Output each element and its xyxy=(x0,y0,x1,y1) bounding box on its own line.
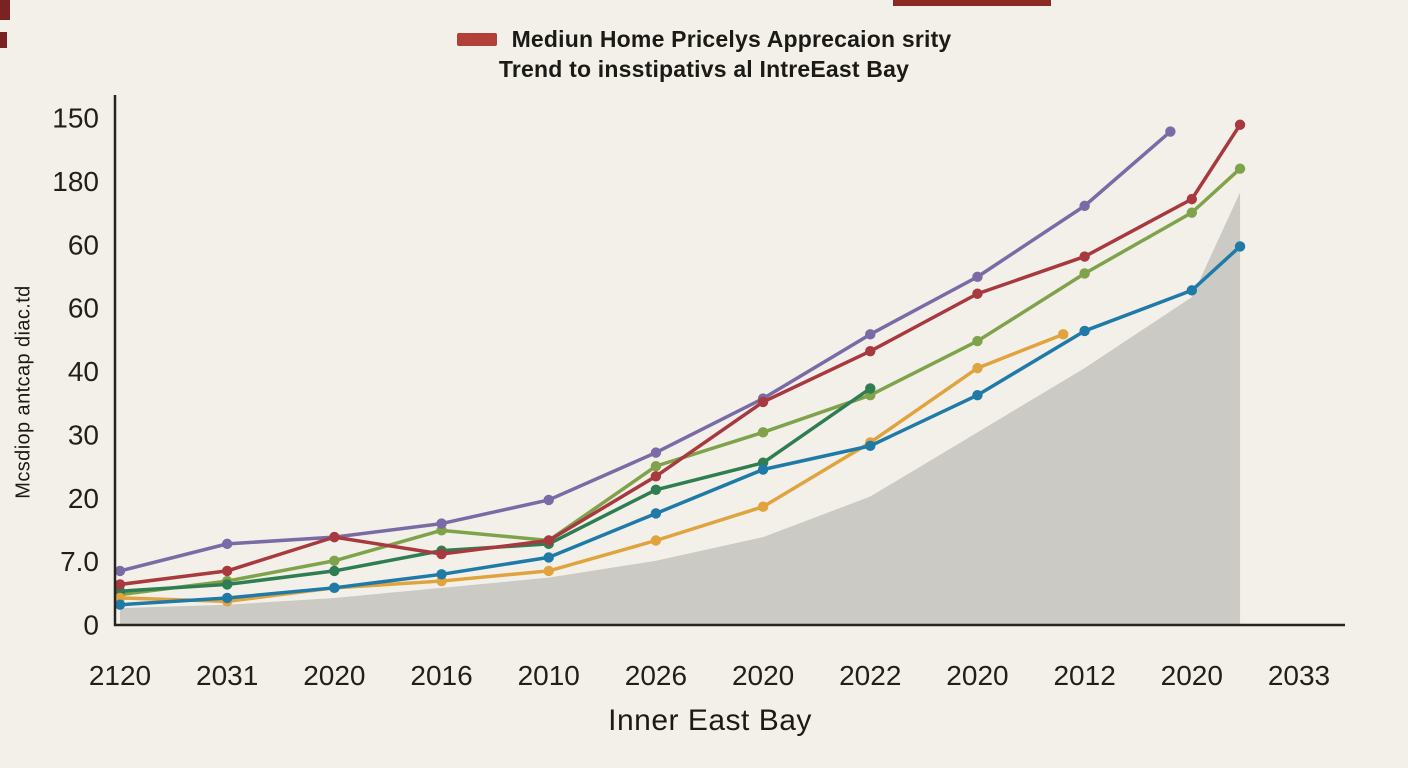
marker-olive-green xyxy=(972,335,983,347)
marker-orange xyxy=(757,501,769,512)
marker-purple xyxy=(972,271,983,283)
marker-orange xyxy=(972,362,983,374)
marker-blue xyxy=(329,582,340,594)
x-tick-label: 2012 xyxy=(1053,660,1115,691)
marker-blue xyxy=(1186,285,1198,296)
y-tick-label: 180 xyxy=(52,166,99,197)
marker-purple xyxy=(436,518,447,529)
x-tick-label: 2031 xyxy=(196,660,258,691)
x-tick-label: 2120 xyxy=(89,660,151,691)
marker-blue xyxy=(221,592,233,604)
marker-red xyxy=(757,396,769,408)
marker-blue xyxy=(436,569,447,580)
marker-red xyxy=(436,548,447,560)
corner-artifact xyxy=(0,32,7,48)
marker-red xyxy=(1186,193,1198,205)
x-tick-label: 2020 xyxy=(1161,660,1223,691)
marker-orange xyxy=(543,565,554,577)
x-tick-label: 2020 xyxy=(303,660,365,691)
edge-artifact xyxy=(893,0,1051,6)
y-tick-label: 60 xyxy=(68,293,99,324)
marker-olive-green xyxy=(757,427,769,438)
marker-blue xyxy=(972,389,983,401)
marker-olive-green xyxy=(1234,163,1246,174)
chart-title-row: Mediun Home Pricelys Apprecaion srity xyxy=(456,26,952,53)
marker-dark-green xyxy=(221,579,233,590)
marker-red xyxy=(329,531,340,543)
marker-blue xyxy=(114,599,126,610)
marker-purple xyxy=(114,565,126,577)
marker-purple xyxy=(221,538,233,550)
x-tick-label: 2020 xyxy=(946,660,1008,691)
x-tick-label: 2033 xyxy=(1268,660,1330,691)
y-tick-label: 30 xyxy=(68,419,99,450)
marker-dark-green xyxy=(865,383,876,394)
marker-olive-green xyxy=(1079,268,1090,279)
marker-dark-green xyxy=(329,565,340,577)
marker-red xyxy=(1079,251,1090,262)
chart-title-line2: Trend to insstipativs al IntreEast Bay xyxy=(498,56,910,82)
corner-artifact xyxy=(0,0,10,20)
marker-red xyxy=(221,565,233,577)
x-axis-title: Inner East Bay xyxy=(608,704,812,737)
marker-purple xyxy=(1079,200,1090,212)
y-tick-label: 20 xyxy=(68,483,99,514)
x-tick-label: 2020 xyxy=(732,660,794,691)
marker-blue xyxy=(1079,325,1090,337)
y-tick-label: 7.0 xyxy=(60,546,99,577)
marker-olive-green xyxy=(650,460,662,472)
marker-olive-green xyxy=(1186,207,1198,218)
marker-purple xyxy=(650,447,662,458)
marker-olive-green xyxy=(329,555,340,566)
marker-red xyxy=(650,471,662,482)
line-olive-green xyxy=(118,166,1242,597)
chart-header: Mediun Home Pricelys Apprecaion srity Tr… xyxy=(0,26,1408,83)
marker-blue xyxy=(543,552,554,563)
marker-blue xyxy=(650,508,662,519)
y-tick-label: 40 xyxy=(68,356,99,387)
y-tick-label: 60 xyxy=(68,229,99,260)
marker-orange xyxy=(650,535,662,546)
area-shaded-area xyxy=(120,192,1241,626)
marker-red xyxy=(972,288,983,299)
marker-blue xyxy=(865,440,876,452)
marker-purple xyxy=(865,329,876,340)
y-axis-title: Mcsdiop antcap diac.td xyxy=(12,285,35,499)
marker-red xyxy=(1234,119,1246,130)
marker-red xyxy=(543,535,554,546)
marker-red xyxy=(865,346,876,357)
x-tick-label: 2016 xyxy=(410,660,472,691)
marker-purple xyxy=(543,494,554,506)
line-red xyxy=(118,123,1242,587)
marker-red xyxy=(114,579,126,590)
marker-orange xyxy=(1058,329,1069,340)
marker-purple xyxy=(1165,126,1176,137)
marker-dark-green xyxy=(650,484,662,495)
x-tick-label: 2022 xyxy=(839,660,901,691)
marker-blue xyxy=(1234,241,1246,252)
y-tick-label: 150 xyxy=(52,103,99,134)
marker-blue xyxy=(757,464,769,475)
axes xyxy=(113,95,1345,627)
x-tick-label: 2026 xyxy=(625,660,687,691)
x-tick-label: 2010 xyxy=(518,660,580,691)
y-tick-label: 0 xyxy=(83,610,99,641)
legend-swatch xyxy=(456,33,497,46)
chart-title-line1: Mediun Home Pricelys Apprecaion srity xyxy=(511,26,952,52)
line-blue xyxy=(118,244,1242,607)
